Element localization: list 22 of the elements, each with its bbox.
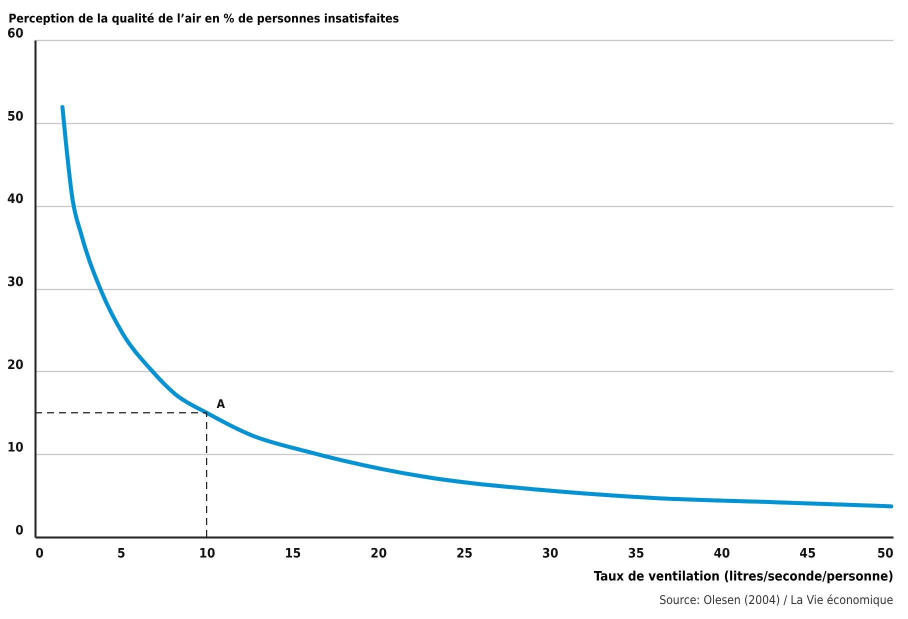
x-tick-label: 25 [456,546,473,562]
y-tick-label: 60 [7,26,24,42]
source-note: Source: Olesen (2004) / La Vie économique [659,593,894,607]
y-tick-label: 0 [15,524,24,538]
x-tick-label: 40 [714,546,730,562]
y-tick-label: 20 [7,358,24,373]
x-tick-label: 35 [628,546,644,562]
x-tick-label: 10 [198,546,216,562]
x-tick-label: 5 [117,546,126,562]
y-tick-label: 50 [7,109,24,124]
y-tick-label: 40 [7,192,24,208]
x-tick-label: 30 [542,546,558,562]
annotation: A [216,396,226,411]
x-axis-title: Taux de ventilation (litres/seconde/personne) [594,570,894,584]
x-tick-label: 20 [370,546,387,562]
y-tick-label: 10 [7,440,24,456]
y-axis-title: Perception de la qualité de l’air en % de personnes insatisfaites [8,12,400,26]
x-tick-label: 50 [877,546,894,562]
x-tick-label: 45 [800,546,816,562]
y-tick-label: 30 [7,275,24,290]
x-tick-label: 15 [284,546,302,562]
x-tick-label: 0 [36,546,44,562]
